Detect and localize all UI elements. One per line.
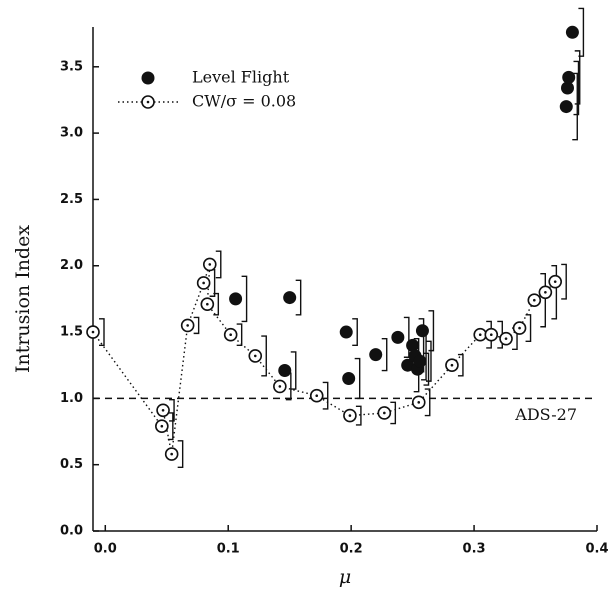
point bbox=[283, 291, 297, 305]
error-bar bbox=[241, 275, 248, 323]
x-tick-label: 0.2 bbox=[340, 542, 363, 557]
error-bar bbox=[169, 398, 175, 422]
error-bar bbox=[99, 318, 105, 347]
point-center bbox=[186, 324, 189, 327]
error-bar bbox=[322, 381, 329, 410]
point-center bbox=[229, 333, 232, 337]
error-bar bbox=[423, 352, 430, 386]
error-bar bbox=[390, 401, 397, 425]
error-bar bbox=[572, 72, 578, 141]
legend-marker-center bbox=[146, 100, 150, 104]
point bbox=[342, 371, 356, 385]
error-bar bbox=[540, 272, 547, 328]
error-bar bbox=[525, 314, 532, 343]
x-axis-label: μ bbox=[339, 566, 351, 588]
point bbox=[562, 70, 576, 84]
error-bar bbox=[213, 292, 220, 316]
legend-marker bbox=[141, 71, 155, 85]
error-bar bbox=[561, 263, 567, 300]
point-center bbox=[91, 330, 95, 334]
point-center bbox=[504, 337, 508, 340]
y-tick-label: 2.0 bbox=[60, 258, 83, 273]
point-center bbox=[208, 263, 212, 266]
point bbox=[278, 364, 292, 378]
error-bar bbox=[352, 318, 358, 347]
error-bar bbox=[573, 60, 580, 116]
point-center bbox=[278, 385, 282, 388]
point-center bbox=[161, 409, 165, 412]
point-center bbox=[450, 363, 454, 367]
point-center bbox=[160, 424, 164, 428]
error-bar bbox=[193, 316, 200, 335]
error-bar bbox=[551, 265, 558, 320]
error-bar bbox=[424, 388, 431, 417]
x-tick-label: 0.3 bbox=[463, 542, 486, 557]
point bbox=[406, 338, 420, 352]
point bbox=[413, 354, 427, 368]
error-bar bbox=[295, 279, 302, 316]
y-tick-label: 3.5 bbox=[60, 59, 83, 74]
point-center bbox=[206, 302, 209, 306]
point-center bbox=[518, 326, 521, 330]
point bbox=[560, 81, 574, 95]
x-tick-label: 0.4 bbox=[585, 542, 608, 557]
y-tick-label: 2.5 bbox=[60, 192, 83, 207]
y-tick-label: 1.5 bbox=[60, 325, 83, 340]
x-tick-label: 0.1 bbox=[217, 542, 240, 557]
point-center bbox=[253, 354, 257, 358]
point bbox=[559, 100, 573, 114]
error-bar bbox=[177, 440, 184, 469]
point bbox=[401, 358, 415, 372]
x-tick-label: 0.0 bbox=[94, 542, 117, 557]
point-center bbox=[417, 401, 421, 404]
reference-label: ADS-27 bbox=[514, 405, 577, 424]
error-bar bbox=[261, 335, 267, 377]
y-tick-label: 0.0 bbox=[60, 524, 83, 539]
point-center bbox=[533, 298, 536, 302]
error-bar bbox=[428, 310, 435, 352]
error-bar bbox=[578, 7, 585, 57]
error-bar bbox=[285, 372, 292, 401]
y-tick-label: 1.0 bbox=[60, 391, 83, 406]
point bbox=[391, 330, 405, 344]
legend-label: Level Flight bbox=[192, 68, 290, 87]
point-center bbox=[478, 333, 482, 337]
error-bar bbox=[381, 337, 388, 372]
error-bar bbox=[167, 412, 174, 441]
point bbox=[415, 324, 429, 338]
error-bar bbox=[215, 250, 222, 279]
error-bar bbox=[457, 353, 464, 377]
point-center bbox=[544, 290, 547, 294]
error-bar bbox=[236, 323, 243, 347]
point-center bbox=[489, 333, 493, 337]
point-center bbox=[315, 394, 319, 398]
point bbox=[229, 292, 243, 306]
point-center bbox=[170, 452, 173, 456]
point bbox=[369, 348, 383, 362]
point-center bbox=[348, 414, 352, 417]
point-center bbox=[553, 280, 557, 283]
point bbox=[339, 325, 353, 339]
error-bar bbox=[425, 340, 432, 382]
error-bar bbox=[354, 357, 361, 400]
error-bar bbox=[403, 316, 410, 358]
y-axis-label: Intrusion Index bbox=[12, 225, 34, 373]
legend-label: CW/σ = 0.08 bbox=[192, 92, 296, 111]
point bbox=[565, 25, 579, 39]
point-center bbox=[383, 411, 386, 415]
y-tick-label: 3.0 bbox=[60, 126, 83, 141]
point-center bbox=[202, 281, 205, 285]
error-bar bbox=[355, 405, 362, 426]
error-bar bbox=[574, 50, 581, 105]
y-tick-label: 0.5 bbox=[60, 457, 83, 472]
error-bar bbox=[290, 351, 297, 390]
